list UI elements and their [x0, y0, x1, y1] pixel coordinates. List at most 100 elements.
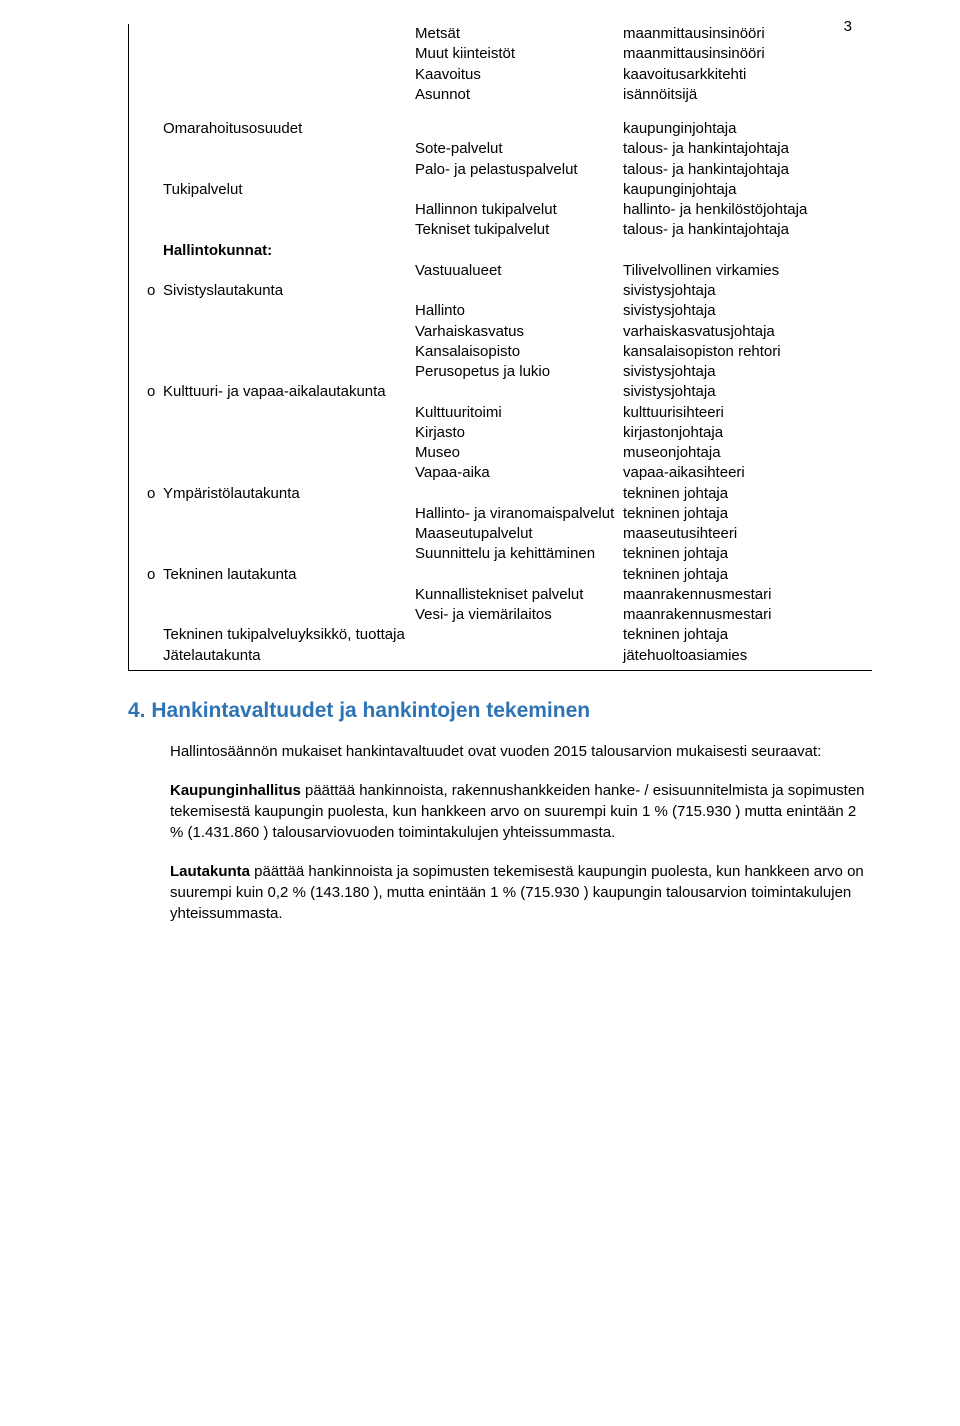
cell-bullet: [129, 524, 163, 544]
cell-area: Muut kiinteistöt: [415, 44, 623, 64]
cell-bullet: [129, 585, 163, 605]
cell-area: Varhaiskasvatus: [415, 322, 623, 342]
cell-name: Kulttuuri- ja vapaa-aikalautakunta: [163, 382, 623, 402]
cell-bullet: o: [129, 281, 163, 301]
cell-area: Kulttuuritoimi: [415, 403, 623, 423]
table-row: Perusopetus ja lukiosivistysjohtaja: [129, 362, 872, 382]
cell-official: talous- ja hankintajohtaja: [623, 160, 872, 180]
table-row: Vapaa-aikavapaa-aikasihteeri: [129, 463, 872, 483]
table-row: Kansalaisopistokansalaisopiston rehtori: [129, 342, 872, 362]
cell-name: Ympäristölautakunta: [163, 484, 623, 504]
cell-official: sivistysjohtaja: [623, 281, 872, 301]
cell-bullet: [129, 625, 163, 645]
cell-official: kirjastonjohtaja: [623, 423, 872, 443]
cell-name: Sivistyslautakunta: [163, 281, 623, 301]
cell-area: Metsät: [415, 24, 623, 44]
paragraph: Kaupunginhallitus päättää hankinnoista, …: [128, 780, 872, 843]
cell-name: [163, 463, 415, 483]
cell-area: Kunnallistekniset palvelut: [415, 585, 623, 605]
table-row: Tekninen tukipalveluyksikkö, tuottajatek…: [129, 625, 872, 645]
table-row: Metsätmaanmittausinsinööri: [129, 24, 872, 44]
cell-official: tekninen johtaja: [623, 484, 872, 504]
table-row: Varhaiskasvatusvarhaiskasvatusjohtaja: [129, 322, 872, 342]
cell-bullet: [129, 443, 163, 463]
table-row: Hallinnon tukipalveluthallinto- ja henki…: [129, 200, 872, 220]
table-row: Hallintokunnat:: [129, 241, 872, 261]
cell-official: isännöitsijä: [623, 85, 872, 105]
cell-official: sivistysjohtaja: [623, 301, 872, 321]
cell-name: Tukipalvelut: [163, 180, 415, 200]
cell-name: [163, 261, 415, 281]
cell-bullet: [129, 423, 163, 443]
cell-name: [163, 44, 415, 64]
cell-area: Hallinto- ja viranomaispalvelut: [415, 504, 623, 524]
cell-bullet: [129, 65, 163, 85]
cell-official: tekninen johtaja: [623, 504, 872, 524]
table-row: oTekninen lautakuntatekninen johtaja: [129, 565, 872, 585]
cell-bullet: [129, 362, 163, 382]
cell-official: [623, 241, 872, 261]
cell-official: maanrakennusmestari: [623, 605, 872, 625]
table-row: Sote-palveluttalous- ja hankintajohtaja: [129, 139, 872, 159]
table-row: Maaseutupalvelutmaaseutusihteeri: [129, 524, 872, 544]
table-row: Tukipalvelutkaupunginjohtaja: [129, 180, 872, 200]
document-page: 3 MetsätmaanmittausinsinööriMuut kiintei…: [0, 0, 960, 1426]
cell-bullet: [129, 646, 163, 666]
cell-official: tekninen johtaja: [623, 565, 872, 585]
cell-official: talous- ja hankintajohtaja: [623, 139, 872, 159]
cell-area: Maaseutupalvelut: [415, 524, 623, 544]
cell-bullet: [129, 463, 163, 483]
cell-bullet: o: [129, 382, 163, 402]
cell-area: Hallinto: [415, 301, 623, 321]
table-row: Muut kiinteistötmaanmittausinsinööri: [129, 44, 872, 64]
table-row: Hallinto- ja viranomaispalveluttekninen …: [129, 504, 872, 524]
cell-name: [163, 403, 415, 423]
page-number: 3: [844, 18, 852, 35]
cell-bullet: [129, 200, 163, 220]
cell-area: [415, 241, 623, 261]
cell-official: varhaiskasvatusjohtaja: [623, 322, 872, 342]
cell-name: [163, 605, 415, 625]
table-row: Omarahoitusosuudetkaupunginjohtaja: [129, 119, 872, 139]
table-row: Tekniset tukipalveluttalous- ja hankinta…: [129, 220, 872, 240]
table-row: Vesi- ja viemärilaitosmaanrakennusmestar…: [129, 605, 872, 625]
table-row: Kaavoituskaavoitusarkkitehti: [129, 65, 872, 85]
cell-bullet: [129, 44, 163, 64]
cell-official: kansalaisopiston rehtori: [623, 342, 872, 362]
cell-name: [163, 139, 415, 159]
cell-area: Hallinnon tukipalvelut: [415, 200, 623, 220]
cell-bullet: [129, 403, 163, 423]
cell-bullet: [129, 504, 163, 524]
table-row: Kirjastokirjastonjohtaja: [129, 423, 872, 443]
cell-bullet: [129, 261, 163, 281]
cell-name: [163, 585, 415, 605]
table-row: oKulttuuri- ja vapaa-aikalautakuntasivis…: [129, 382, 872, 402]
table-row: VastuualueetTilivelvollinen virkamies: [129, 261, 872, 281]
table-row: oYmpäristölautakuntatekninen johtaja: [129, 484, 872, 504]
cell-name: [163, 160, 415, 180]
cell-name: [163, 524, 415, 544]
cell-name: [163, 544, 415, 564]
table-row: Kulttuuritoimikulttuurisihteeri: [129, 403, 872, 423]
cell-area: [415, 180, 623, 200]
cell-area: Suunnittelu ja kehittäminen: [415, 544, 623, 564]
table-row: Kunnallistekniset palvelutmaanrakennusme…: [129, 585, 872, 605]
cell-official: talous- ja hankintajohtaja: [623, 220, 872, 240]
cell-official: tekninen johtaja: [623, 544, 872, 564]
paragraph: Hallintosäännön mukaiset hankintavaltuud…: [128, 741, 872, 762]
cell-bullet: [129, 139, 163, 159]
cell-name: Omarahoitusosuudet: [163, 119, 415, 139]
cell-official: maaseutusihteeri: [623, 524, 872, 544]
cell-name: [163, 85, 415, 105]
cell-official: hallinto- ja henkilöstöjohtaja: [623, 200, 872, 220]
table-row: Asunnotisännöitsijä: [129, 85, 872, 105]
cell-area: Asunnot: [415, 85, 623, 105]
table-row: Museomuseonjohtaja: [129, 443, 872, 463]
cell-bullet: [129, 342, 163, 362]
cell-official: tekninen johtaja: [623, 625, 872, 645]
cell-bullet: [129, 322, 163, 342]
cell-bullet: [129, 241, 163, 261]
cell-name: [163, 362, 415, 382]
cell-bullet: o: [129, 565, 163, 585]
cell-bullet: [129, 119, 163, 139]
